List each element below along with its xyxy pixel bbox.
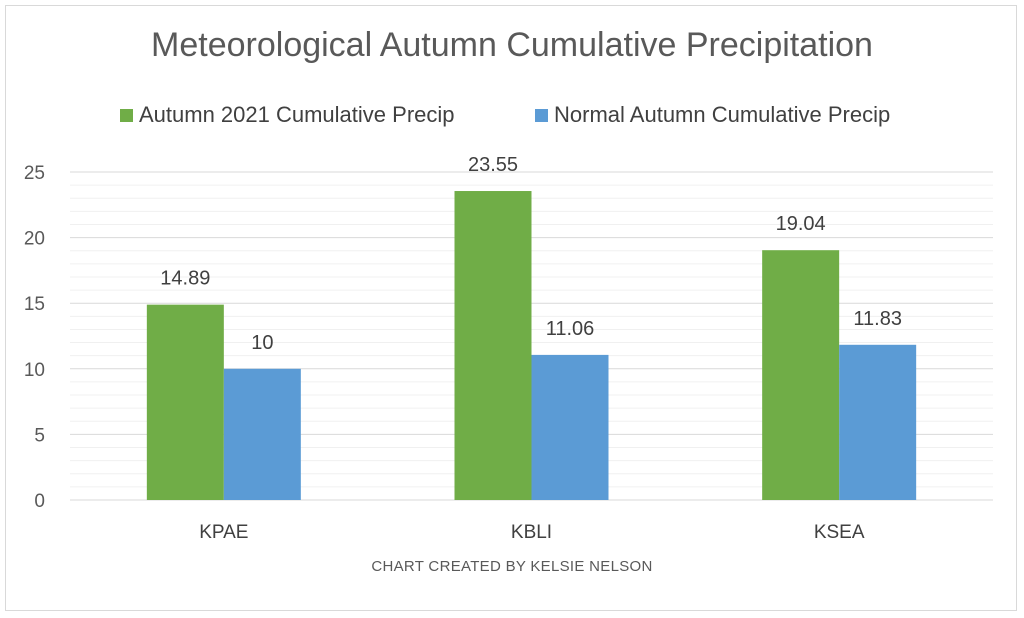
data-label: 10 <box>251 332 273 354</box>
bar-kpae-series-0 <box>146 304 224 500</box>
legend-swatch-normal-autumn <box>535 108 548 122</box>
data-label: 14.89 <box>160 268 210 290</box>
legend: Autumn 2021 Cumulative Precip Normal Aut… <box>0 102 1024 130</box>
legend-item-autumn-2021: Autumn 2021 Cumulative Precip <box>120 102 455 128</box>
data-label: 23.55 <box>468 154 518 176</box>
bar-ksea-series-0 <box>762 250 840 500</box>
x-category-label: KPAE <box>199 522 248 543</box>
legend-item-normal-autumn: Normal Autumn Cumulative Precip <box>535 102 890 128</box>
chart-title: Meteorological Autumn Cumulative Precipi… <box>151 26 873 64</box>
bar-kbli-series-0 <box>454 191 532 501</box>
y-tick-label: 15 <box>24 294 45 315</box>
x-category-label: KBLI <box>511 522 552 543</box>
bar-ksea-series-1 <box>839 344 917 500</box>
legend-label-autumn-2021: Autumn 2021 Cumulative Precip <box>139 102 455 127</box>
data-label: 19.04 <box>776 213 826 235</box>
y-tick-label: 25 <box>24 163 45 184</box>
legend-swatch-autumn-2021 <box>120 108 133 122</box>
data-label: 11.83 <box>853 308 902 330</box>
bar-kbli-series-1 <box>531 354 609 500</box>
y-tick-label: 10 <box>24 360 45 381</box>
data-label: 11.06 <box>546 318 595 340</box>
legend-label-normal-autumn: Normal Autumn Cumulative Precip <box>554 102 891 127</box>
y-tick-label: 20 <box>24 229 45 250</box>
y-tick-label: 5 <box>34 425 45 446</box>
chart-footer: CHART CREATED BY KELSIE NELSON <box>371 558 653 575</box>
y-tick-label: 0 <box>34 491 45 512</box>
bar-kpae-series-1 <box>223 368 301 500</box>
x-category-label: KSEA <box>814 522 865 543</box>
